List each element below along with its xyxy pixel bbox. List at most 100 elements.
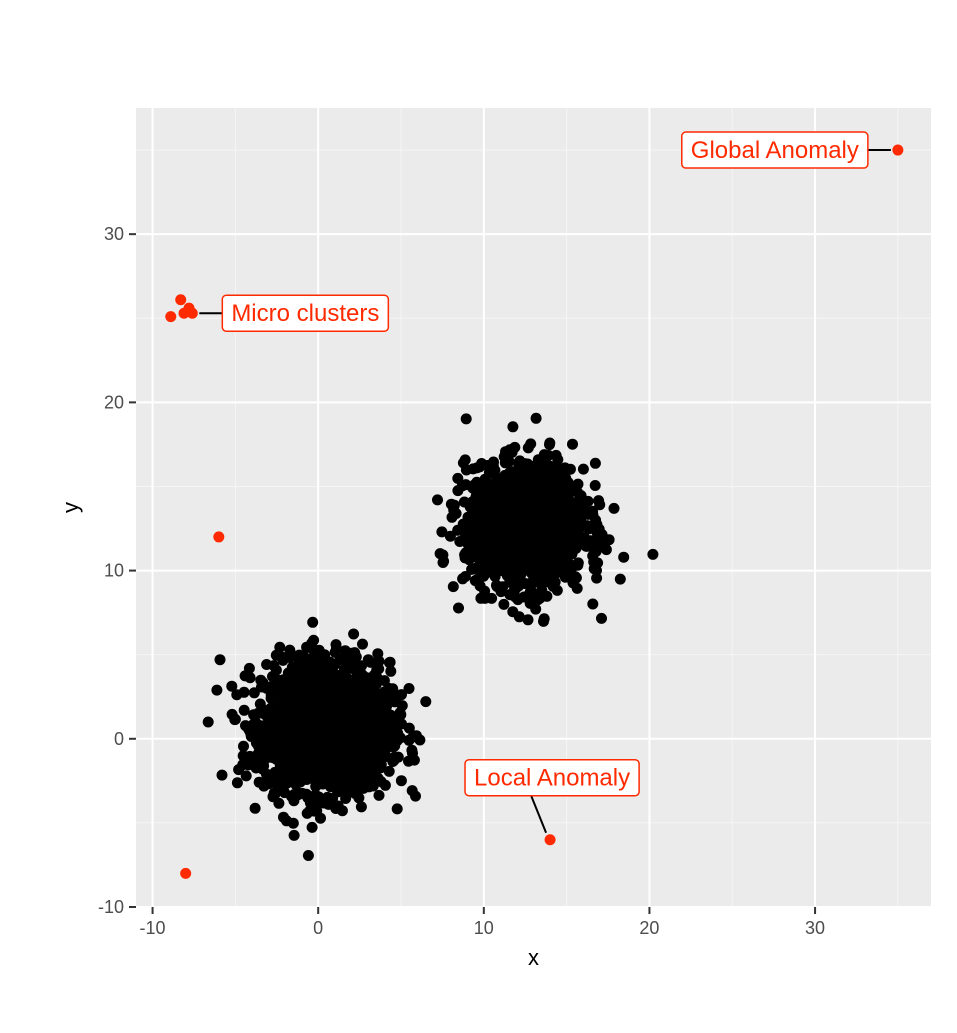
data-point <box>459 454 471 466</box>
data-point <box>531 482 543 494</box>
data-point <box>498 598 510 610</box>
annotation-box <box>681 131 869 169</box>
data-point <box>244 672 256 684</box>
data-point <box>298 678 309 689</box>
data-point <box>211 684 223 696</box>
data-point <box>587 505 599 517</box>
data-point <box>458 496 470 508</box>
data-point <box>509 560 521 572</box>
data-point <box>289 719 301 731</box>
data-point <box>277 755 289 767</box>
data-point <box>287 817 299 829</box>
data-point <box>357 760 369 772</box>
data-point <box>574 522 586 534</box>
anomaly-point-micro <box>178 307 190 319</box>
data-point <box>306 821 318 833</box>
data-point <box>301 807 313 819</box>
data-point <box>364 777 376 788</box>
data-point <box>322 746 334 758</box>
data-point <box>288 829 300 841</box>
data-point <box>457 573 469 585</box>
data-point <box>420 696 432 708</box>
y-axis-title: y <box>58 502 83 513</box>
data-point <box>503 479 515 491</box>
data-point <box>551 584 563 596</box>
data-point <box>345 684 357 696</box>
anomaly-point-local <box>544 834 556 846</box>
data-point <box>459 552 471 564</box>
data-point <box>549 525 560 536</box>
data-point <box>508 585 520 597</box>
data-point <box>499 551 511 563</box>
data-point <box>216 769 228 781</box>
data-point <box>553 542 565 554</box>
data-point <box>356 782 368 793</box>
y-tick-label: -10 <box>98 897 124 917</box>
normal-points-layer <box>202 412 659 861</box>
data-point <box>532 454 544 466</box>
data-point <box>244 750 256 762</box>
anomaly-point-micro <box>175 294 187 306</box>
data-point <box>487 460 499 471</box>
major-gridlines <box>136 108 931 908</box>
data-point <box>283 734 295 746</box>
data-point <box>335 735 347 747</box>
data-point <box>444 530 456 542</box>
data-point <box>254 698 266 710</box>
data-point <box>549 576 561 588</box>
data-point <box>493 503 504 515</box>
data-point <box>360 672 372 683</box>
data-point <box>535 523 547 535</box>
data-point <box>284 644 296 656</box>
data-point <box>226 680 238 692</box>
data-point <box>273 797 285 809</box>
data-point <box>287 662 299 674</box>
y-tick-label: 30 <box>104 224 124 244</box>
data-point <box>539 540 551 552</box>
data-point <box>260 753 272 765</box>
data-point <box>324 656 336 668</box>
data-point <box>270 664 282 676</box>
data-point <box>354 680 366 692</box>
x-tick-label: 0 <box>313 918 323 938</box>
data-point <box>453 602 464 614</box>
anomaly-points-layer <box>165 144 904 879</box>
data-point <box>527 473 539 485</box>
annotation-label: Local Anomaly <box>474 765 630 792</box>
data-point <box>248 687 260 699</box>
annotation-label: Micro clusters <box>231 300 379 327</box>
data-point <box>525 438 537 450</box>
data-point <box>296 787 308 799</box>
data-point <box>559 553 571 565</box>
data-point <box>552 454 564 466</box>
data-point <box>368 765 380 777</box>
anomaly-point-micro <box>186 307 198 319</box>
data-point <box>387 721 399 732</box>
data-point <box>391 803 403 815</box>
data-point <box>493 473 505 485</box>
x-tick-label: -10 <box>140 918 166 938</box>
annotation-label: Global Anomaly <box>691 137 859 164</box>
data-point <box>373 789 385 801</box>
data-point <box>385 665 397 677</box>
data-point <box>276 651 288 663</box>
data-point <box>491 579 502 591</box>
data-point <box>596 528 607 540</box>
data-point <box>264 733 276 745</box>
data-point <box>269 719 281 731</box>
data-point <box>363 740 375 752</box>
data-point <box>463 533 475 545</box>
data-point <box>315 680 327 692</box>
data-point <box>346 711 358 723</box>
data-point <box>383 765 395 777</box>
y-tick-label: 10 <box>104 561 124 581</box>
data-point <box>231 777 243 789</box>
data-point <box>318 770 330 782</box>
data-point <box>395 775 407 787</box>
data-point <box>381 699 393 711</box>
anomaly-point-other <box>180 867 192 879</box>
data-point <box>370 755 382 766</box>
y-tick-label: 0 <box>114 729 124 749</box>
data-point <box>279 774 291 786</box>
data-point <box>375 727 387 739</box>
